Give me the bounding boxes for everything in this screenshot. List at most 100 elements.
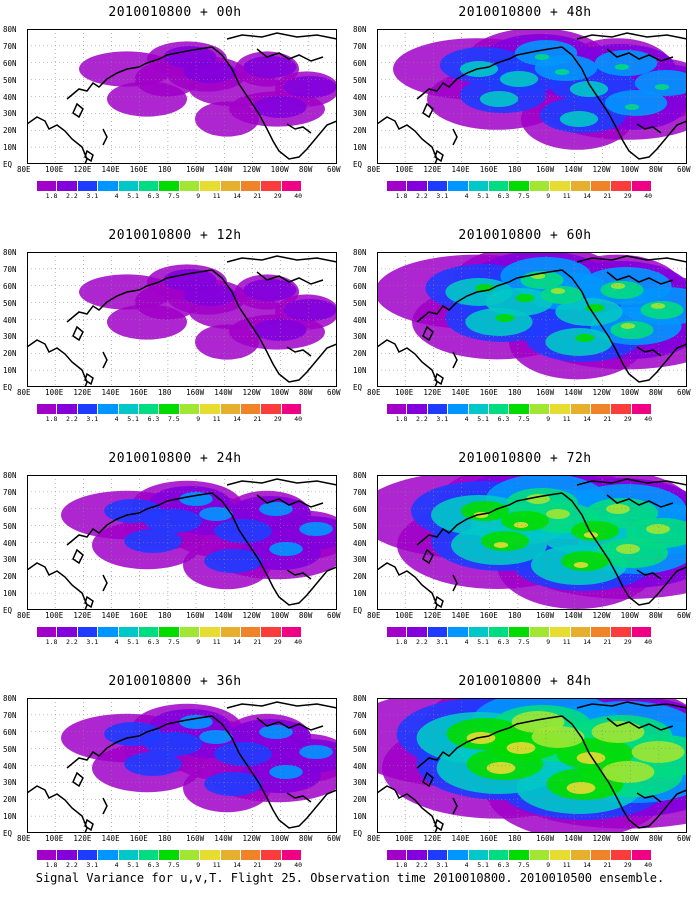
longitude-tick-label: 60W xyxy=(327,388,341,397)
coastline xyxy=(416,735,490,769)
longitude-tick-label: 80E xyxy=(17,834,31,843)
colorbar-swatch xyxy=(468,404,489,414)
coastline xyxy=(102,128,108,146)
latitude-tick-label: 10N xyxy=(3,812,17,822)
colorbar-swatch xyxy=(509,850,530,860)
longitude-tick-label: 80W xyxy=(298,611,313,620)
latitude-tick-label: 50N xyxy=(3,521,17,531)
colorbar-tick-label: 2.2 xyxy=(416,861,428,869)
longitude-tick-label: 120E xyxy=(73,165,92,174)
longitude-tick-label: 160E xyxy=(129,834,148,843)
variance-contour-area xyxy=(646,524,670,534)
colorbar-tick-label: 4 xyxy=(464,861,469,869)
longitude-labels: 80E 100E 120E 140E 160E 180 160W 140W 120W 100W 80… xyxy=(17,611,347,623)
colorbar-swatch xyxy=(281,627,303,637)
colorbar-tick-label: 21 xyxy=(253,861,262,869)
colorbar-swatch xyxy=(77,850,99,860)
colorbar-swatch xyxy=(138,850,160,860)
latitude-tick-label: 40N xyxy=(3,538,17,548)
latitude-tick-label: 40N xyxy=(353,315,367,325)
colorbar-tick-label: 5.1 xyxy=(477,861,489,869)
longitude-labels: 80E 100E 120E 140E 160E 180 160W 140W 120W 100W 80… xyxy=(367,388,697,400)
colorbar-swatch xyxy=(590,850,612,860)
colorbar-swatch xyxy=(631,627,653,637)
coastline xyxy=(226,701,337,709)
colorbar-tick-label: 7.5 xyxy=(167,638,180,646)
map-panel: 2010010800 + 72h 80N 70N 60N 50N 40N 30N 20N 10N… xyxy=(353,451,695,676)
colorbar-swatch xyxy=(529,181,551,191)
colorbar-tick-label: 4 xyxy=(464,192,469,200)
colorbar-tick-label: 29 xyxy=(273,192,282,200)
colorbar-tick-label: 6.3 xyxy=(497,192,510,200)
colorbar-tick-label: 14 xyxy=(233,415,241,423)
coastline xyxy=(434,595,444,609)
colorbar-tick-label: 3.1 xyxy=(86,638,99,646)
colorbar-swatch xyxy=(220,850,241,860)
latitude-tick-label: EQ xyxy=(353,829,363,838)
coastline xyxy=(636,792,662,803)
colorbar-tick-label: 21 xyxy=(603,638,612,646)
colorbar-tick-label: 21 xyxy=(253,192,262,200)
latitude-labels: 80N 70N 60N 50N 40N 30N 20N 10N EQ xyxy=(3,471,27,615)
coastline xyxy=(138,492,213,514)
latitude-tick-label: 10N xyxy=(353,143,367,153)
colorbar xyxy=(37,181,303,191)
longitude-tick-label: 120W xyxy=(592,834,611,843)
coastline xyxy=(576,478,687,486)
coastline xyxy=(377,116,438,164)
colorbar-tick-label: 2.2 xyxy=(416,192,428,200)
longitude-tick-label: 140W xyxy=(214,834,233,843)
variance-contour-area xyxy=(511,711,565,733)
latitude-tick-label: 20N xyxy=(353,349,367,359)
coastline xyxy=(66,735,140,769)
variance-contour-area xyxy=(546,509,570,519)
latitude-tick-label: 80N xyxy=(353,471,367,480)
latitude-tick-label: 60N xyxy=(3,58,17,68)
colorbar-swatch xyxy=(529,850,551,860)
latitude-tick-label: 40N xyxy=(3,315,17,325)
coastline xyxy=(606,494,674,508)
latitude-tick-label: 20N xyxy=(3,349,17,359)
longitude-tick-label: 80W xyxy=(298,834,313,843)
coastline xyxy=(256,48,324,62)
colorbar-tick-label: 5.1 xyxy=(477,192,489,200)
colorbar-tick-label: 1.8 xyxy=(395,861,408,869)
variance-contour-area xyxy=(214,519,272,543)
longitude-tick-label: 180 xyxy=(507,834,522,843)
longitude-tick-label: 60W xyxy=(327,165,341,174)
coastline xyxy=(102,797,108,815)
longitude-tick-label: 140E xyxy=(101,388,120,397)
colorbar-swatch xyxy=(159,181,180,191)
variance-contour-area xyxy=(501,511,549,531)
variance-contour-area xyxy=(559,111,599,127)
colorbar-tick-label: 29 xyxy=(623,638,632,646)
colorbar-tick-label: 29 xyxy=(623,415,632,423)
latitude-tick-label: 40N xyxy=(353,92,367,102)
variance-contour-area xyxy=(163,269,217,291)
colorbar-tick-label: 7.5 xyxy=(517,415,530,423)
colorbar-tick-label: 11 xyxy=(562,638,571,646)
colorbar-tick-label: 3.1 xyxy=(86,192,99,200)
colorbar-swatch xyxy=(427,181,449,191)
longitude-tick-label: 140E xyxy=(451,611,470,620)
coastline xyxy=(377,562,438,610)
variance-contour-area xyxy=(554,69,570,75)
colorbar-swatch xyxy=(37,850,58,860)
coastline xyxy=(226,478,337,486)
variance-contour-area xyxy=(575,334,595,342)
colorbar xyxy=(387,404,653,414)
panel-title: 2010010800 + 00h xyxy=(108,5,242,20)
variance-contour-area xyxy=(555,298,623,326)
colorbar-swatch xyxy=(550,181,571,191)
coastline xyxy=(66,66,140,100)
map-panel: 2010010800 + 12h 80N 70N 60N 50N 40N 30N 20N 10N… xyxy=(3,228,345,453)
variance-contour-area xyxy=(163,46,217,68)
longitude-tick-label: 100W xyxy=(620,165,639,174)
longitude-tick-label: 60W xyxy=(677,611,691,620)
colorbar-swatch xyxy=(281,850,303,860)
latitude-tick-label: EQ xyxy=(3,606,13,615)
latitude-tick-label: 80N xyxy=(3,25,17,34)
colorbar-swatch xyxy=(200,850,221,860)
colorbar-tick-label: 14 xyxy=(583,638,591,646)
variance-contour-area xyxy=(479,91,519,107)
